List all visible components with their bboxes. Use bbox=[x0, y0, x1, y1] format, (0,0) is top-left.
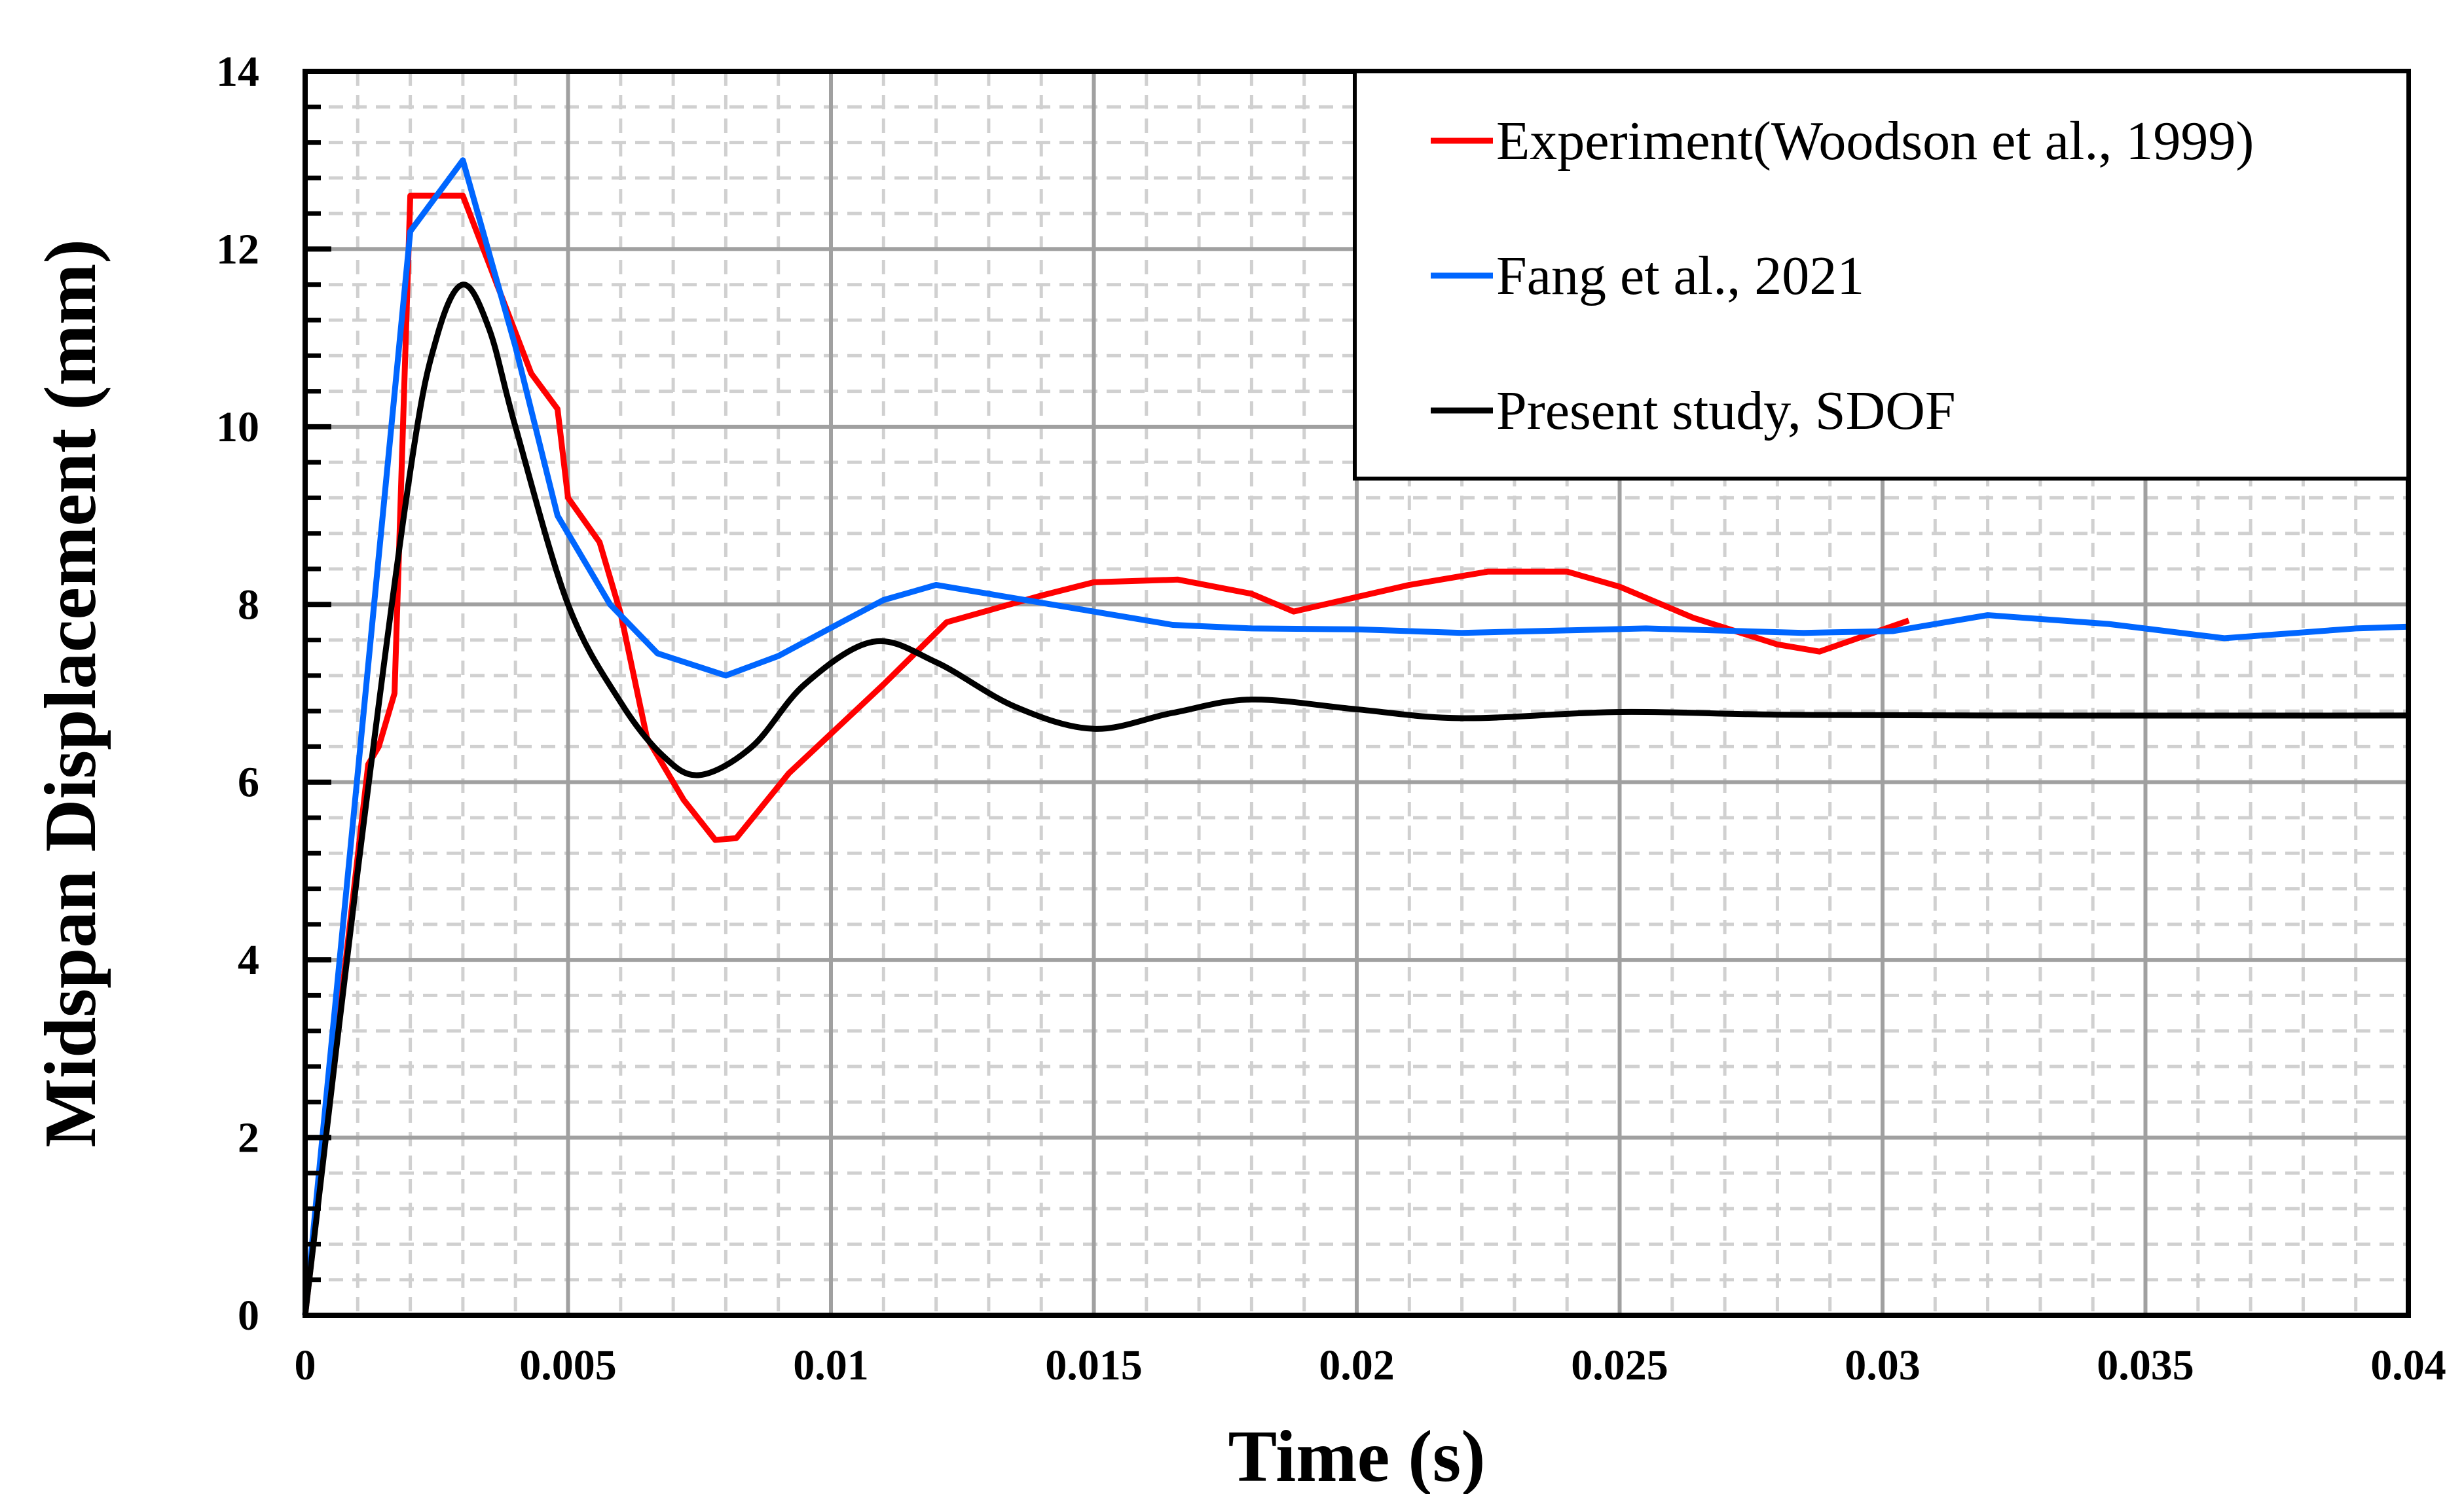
x-tick-label: 0.02 bbox=[1319, 1341, 1395, 1389]
y-tick-label: 8 bbox=[238, 581, 259, 629]
x-tick-label: 0.025 bbox=[1571, 1341, 1668, 1389]
series-lines bbox=[302, 157, 2409, 1316]
series-fang-line bbox=[302, 157, 2409, 1316]
x-axis-label: Time (s) bbox=[1228, 1416, 1486, 1494]
y-tick-label: 12 bbox=[216, 225, 259, 273]
x-tick-label: 0.005 bbox=[519, 1341, 617, 1389]
x-tick-label: 0.01 bbox=[793, 1341, 869, 1389]
y-tick-label: 6 bbox=[238, 759, 259, 807]
y-tick-label: 14 bbox=[216, 48, 259, 96]
series-experiment-line bbox=[302, 192, 1910, 1316]
axis-ticks: 0 0.005 0.01 0.015 0.02 0.025 0.03 0.035 0.04 0 2 4… bbox=[216, 48, 2446, 1389]
series-present-study-line bbox=[302, 282, 2409, 1316]
y-tick-label: 10 bbox=[216, 403, 259, 451]
y-tick-label: 0 bbox=[238, 1292, 259, 1339]
y-tick-label: 4 bbox=[238, 936, 259, 984]
x-tick-label: 0 bbox=[295, 1341, 316, 1389]
legend-label: Present study, SDOF bbox=[1496, 380, 1956, 441]
x-tick-label: 0.04 bbox=[2370, 1341, 2446, 1389]
legend: Experiment(Woodson et al., 1999) Fang et … bbox=[1353, 69, 2410, 481]
legend-label: Fang et al., 2021 bbox=[1496, 246, 1864, 306]
x-tick-label: 0.03 bbox=[1845, 1341, 1921, 1389]
y-axis-label: Midspan Displacement (mm) bbox=[30, 239, 111, 1147]
legend-box bbox=[1353, 69, 2410, 481]
y-tick-label: 2 bbox=[238, 1114, 259, 1162]
x-tick-label: 0.015 bbox=[1045, 1341, 1143, 1389]
legend-label: Experiment(Woodson et al., 1999) bbox=[1496, 111, 2254, 172]
x-tick-label: 0.035 bbox=[2097, 1341, 2194, 1389]
